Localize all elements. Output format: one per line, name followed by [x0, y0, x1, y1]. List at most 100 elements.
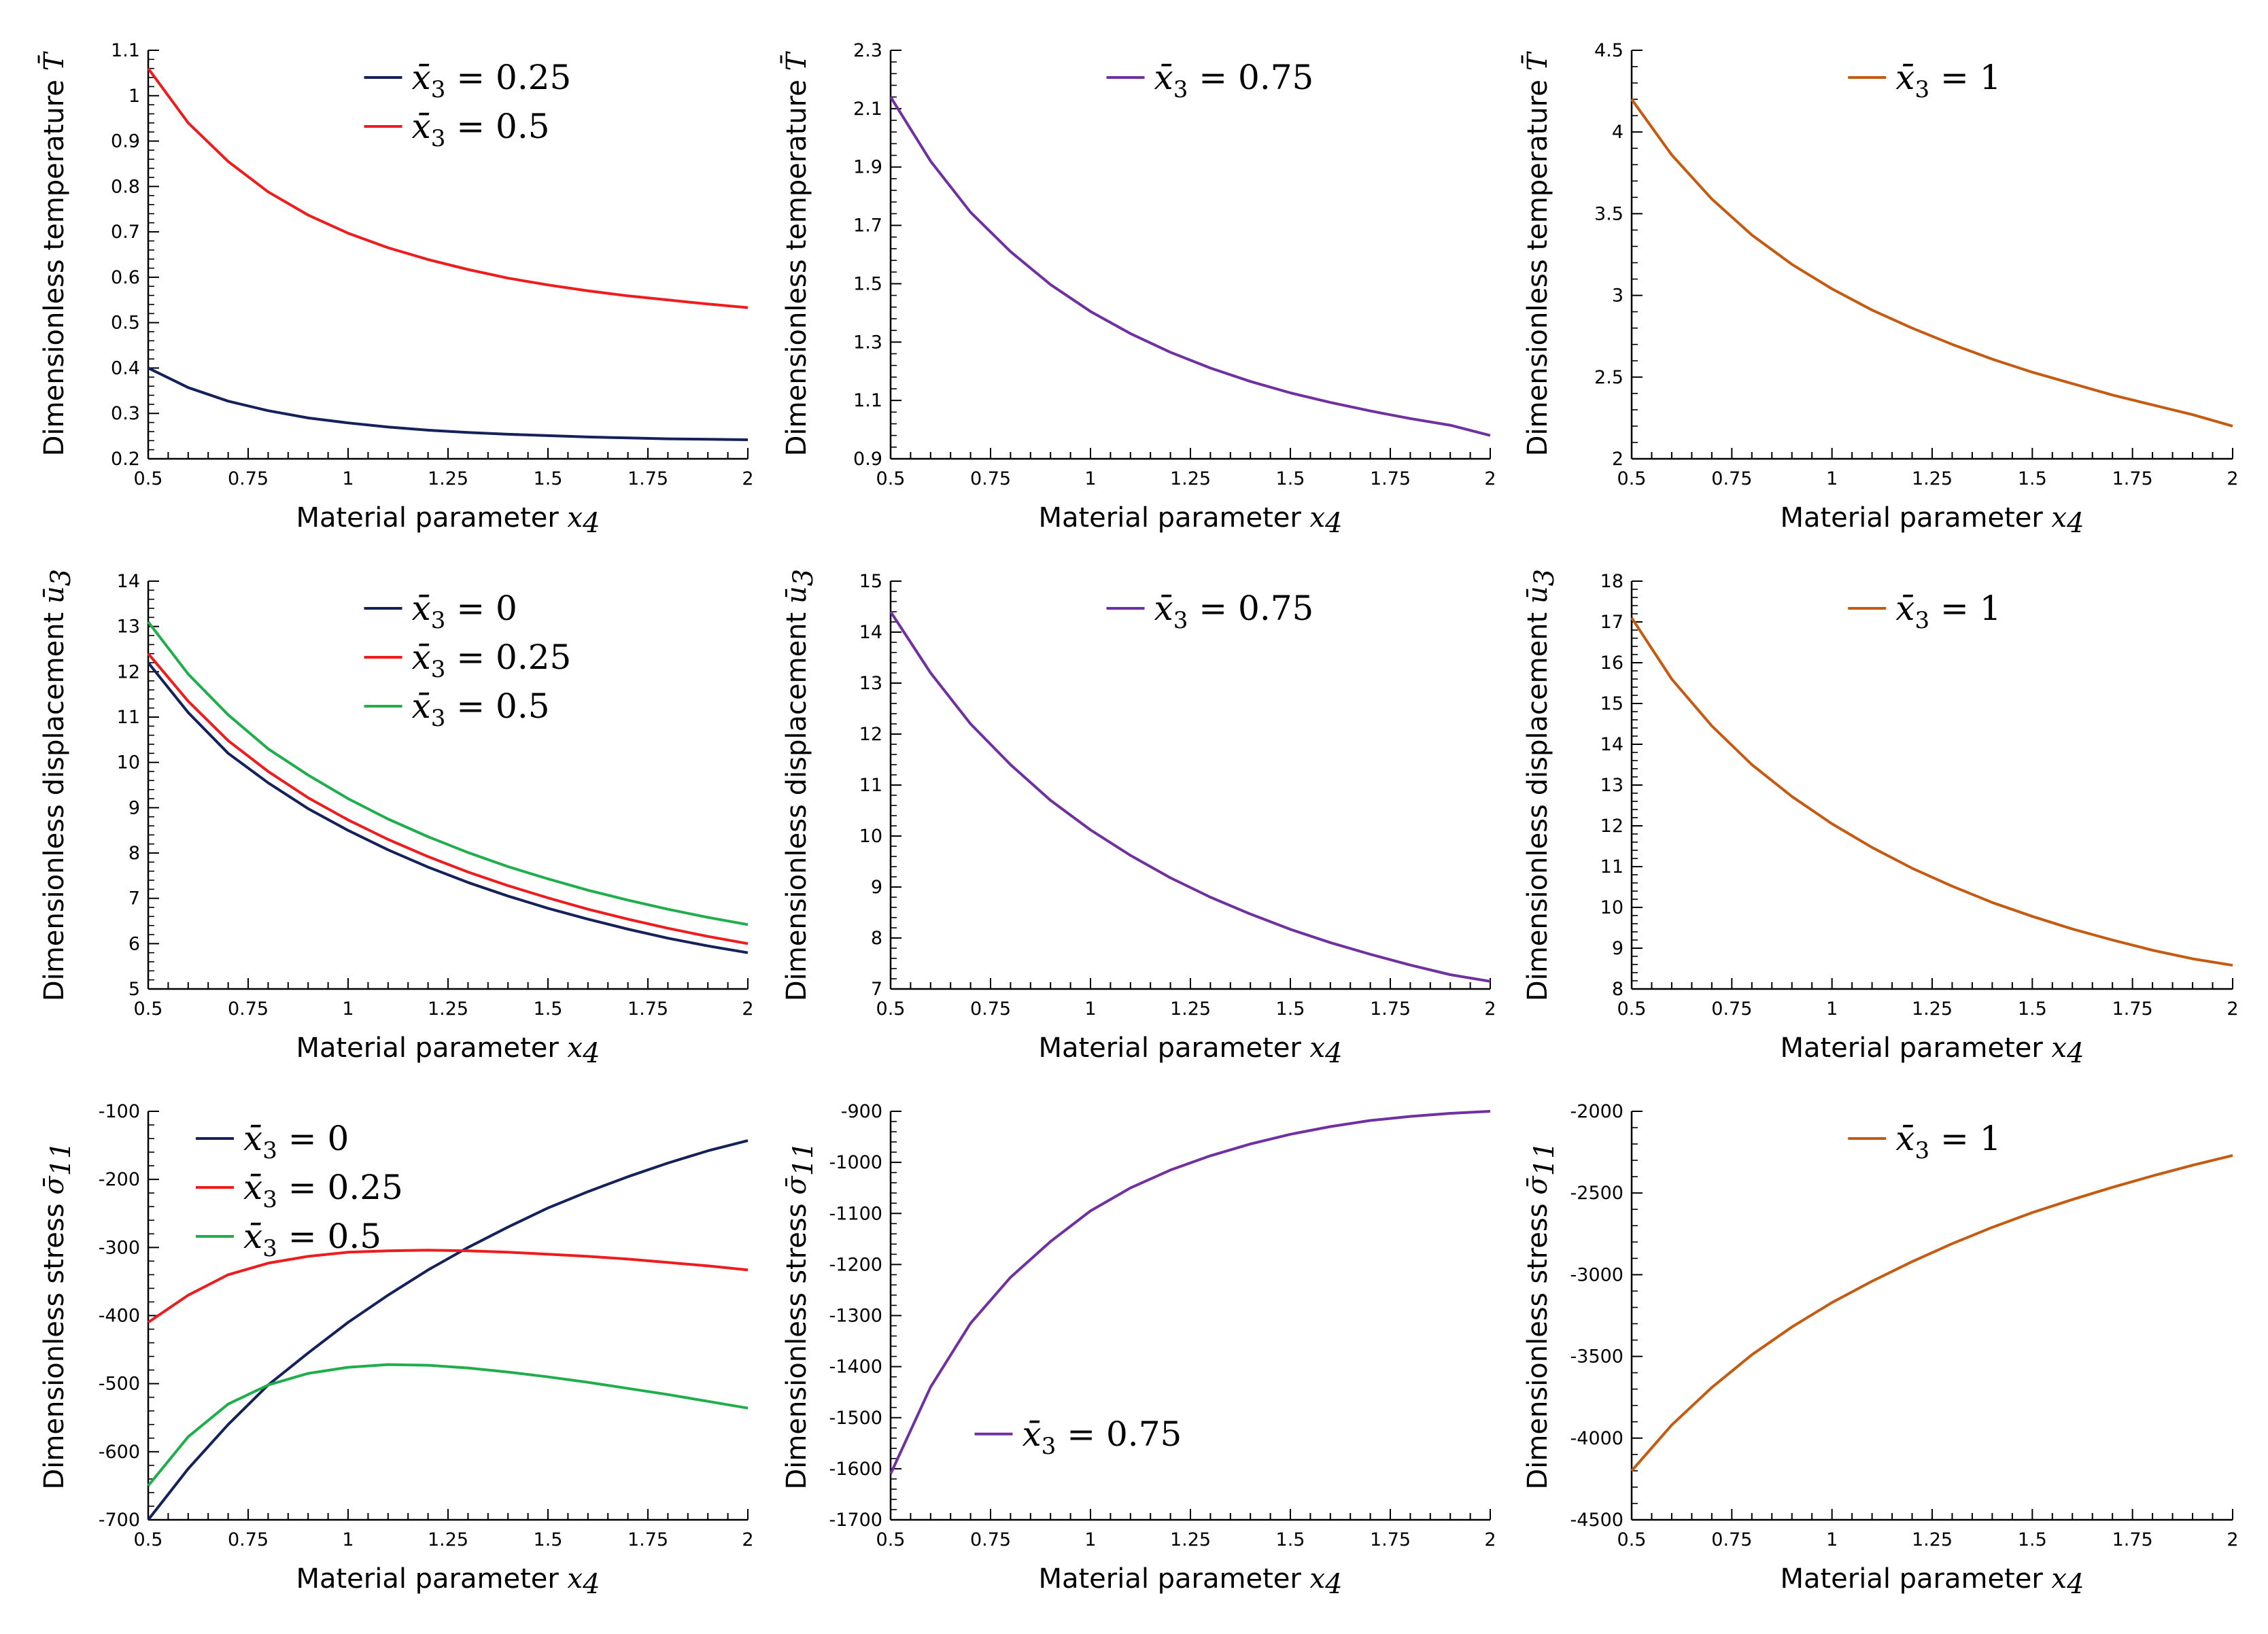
x-tick-label: 1.75	[628, 998, 668, 1020]
x-tick-label: 1.5	[534, 998, 563, 1020]
y-tick-label: 4	[1612, 122, 1623, 143]
y-tick-label: 1.9	[853, 157, 882, 178]
y-tick-label: 1.5	[853, 273, 882, 294]
legend-label: x̄3 = 0.25	[243, 1168, 403, 1213]
x-tick-label: 1.25	[428, 1529, 468, 1550]
y-tick-label: 6	[128, 933, 140, 954]
x-tick-label: 2	[1484, 1529, 1496, 1550]
series-line	[1630, 1153, 2233, 1472]
y-tick-label: 7	[871, 979, 882, 1000]
y-axis-title: Dimensionless stress σ̄11	[781, 1141, 819, 1489]
y-tick-label: -3000	[1570, 1264, 1623, 1285]
legend-label: x̄3 = 0.25	[412, 638, 572, 683]
x-tick-label: 0.5	[876, 468, 906, 489]
y-tick-label: 13	[117, 616, 140, 638]
x-tick-label: 0.5	[876, 1529, 906, 1550]
y-tick-label: -3500	[1570, 1346, 1623, 1368]
y-tick-label: -1000	[829, 1152, 882, 1173]
x-axis-title: Material parameter x4	[1780, 1032, 2084, 1069]
y-tick-label: 11	[117, 707, 140, 728]
y-tick-label: 11	[859, 775, 882, 796]
x-tick-label: 1.25	[1170, 468, 1211, 489]
y-tick-label: -4000	[1570, 1428, 1623, 1449]
y-tick-label: -2500	[1570, 1183, 1623, 1204]
x-tick-label: 2	[742, 998, 753, 1020]
series-line	[147, 1139, 749, 1521]
x-axis-title: Material parameter x4	[1038, 502, 1342, 539]
series-line	[1630, 616, 2233, 967]
y-tick-label: 14	[859, 622, 882, 643]
x-tick-label: 2	[1484, 468, 1496, 489]
x-tick-label: 0.75	[228, 468, 269, 489]
y-tick-label: 5	[128, 979, 140, 1000]
y-tick-label: 1.1	[111, 40, 140, 61]
x-axis-title: Material parameter x4	[1038, 1032, 1342, 1069]
x-tick-label: 1.75	[1370, 1529, 1411, 1550]
y-axis-title: Dimensionless displacement ū3	[39, 569, 77, 1001]
x-tick-label: 1.5	[534, 468, 563, 489]
x-axis-title: Material parameter x4	[1780, 1563, 2084, 1600]
chart-panel-4: 0.5 0.75 1 1.25 1.5 1.75 2 5 6 7 8 9 10 11 12 13 14 Mater…	[39, 569, 754, 1069]
legend-label: x̄3 = 1	[1895, 589, 2001, 634]
y-tick-label: 8	[871, 928, 882, 949]
y-tick-label: 0.9	[111, 131, 140, 152]
legend-label: x̄3 = 0.75	[1154, 58, 1314, 103]
x-tick-label: 1.25	[1912, 468, 1953, 489]
y-tick-label: 8	[1612, 979, 1623, 1000]
y-tick-label: -1200	[829, 1254, 882, 1275]
y-tick-label: 0.5	[111, 313, 140, 334]
legend-label: x̄3 = 0.5	[412, 107, 550, 152]
x-axis-title: Material parameter x4	[296, 1563, 600, 1600]
legend-label: x̄3 = 0	[412, 589, 517, 634]
legend-label: x̄3 = 0.75	[1154, 589, 1314, 634]
legend-label: x̄3 = 0.5	[412, 686, 550, 732]
y-tick-label: -200	[99, 1169, 140, 1190]
series-line	[147, 1249, 749, 1324]
legend-label: x̄3 = 0.25	[412, 58, 572, 103]
x-tick-label: 1.5	[1276, 468, 1305, 489]
x-tick-label: 1	[1084, 998, 1096, 1020]
x-tick-label: 0.75	[1711, 998, 1752, 1020]
y-axis-title: Dimensionless stress σ̄11	[39, 1141, 77, 1489]
x-axis-title: Material parameter x4	[296, 1032, 600, 1069]
y-tick-label: -1300	[829, 1306, 882, 1327]
x-tick-label: 0.75	[1711, 468, 1752, 489]
series-line	[889, 1110, 1491, 1475]
x-tick-label: 1.25	[428, 998, 468, 1020]
series-line	[147, 621, 749, 926]
x-tick-label: 2	[2227, 1529, 2238, 1550]
x-tick-label: 1.75	[2112, 1529, 2153, 1550]
x-tick-label: 1.75	[1370, 998, 1411, 1020]
x-tick-label: 0.5	[1617, 468, 1647, 489]
y-tick-label: 13	[859, 673, 882, 694]
x-tick-label: 0.75	[970, 1529, 1011, 1550]
y-tick-label: 11	[1600, 856, 1623, 877]
x-tick-label: 0.75	[970, 998, 1011, 1020]
legend-label: x̄3 = 1	[1895, 58, 2001, 103]
x-tick-label: 1.25	[1912, 998, 1953, 1020]
x-tick-label: 1	[1826, 998, 1838, 1020]
y-tick-label: 2	[1612, 449, 1623, 470]
x-tick-label: 1.5	[534, 1529, 563, 1550]
y-tick-label: -700	[99, 1510, 140, 1531]
y-tick-label: 0.9	[853, 449, 882, 470]
y-tick-label: 16	[1600, 653, 1623, 674]
legend-label: x̄3 = 0.5	[243, 1217, 381, 1262]
legend-label: x̄3 = 0.75	[1022, 1414, 1182, 1460]
x-tick-label: 2	[2227, 468, 2238, 489]
y-tick-label: 0.4	[111, 358, 140, 379]
x-tick-label: 1	[1084, 1529, 1096, 1550]
x-tick-label: 0.5	[1617, 998, 1647, 1020]
y-tick-label: -100	[99, 1101, 140, 1122]
x-tick-label: 0.5	[134, 468, 163, 489]
y-tick-label: 3	[1612, 285, 1623, 307]
y-tick-label: 1.7	[853, 215, 882, 237]
x-tick-label: 0.5	[876, 998, 906, 1020]
y-tick-label: 17	[1600, 612, 1623, 633]
x-tick-label: 1	[342, 468, 354, 489]
x-tick-label: 1	[342, 998, 354, 1020]
y-tick-label: -900	[841, 1101, 882, 1122]
y-axis-title: Dimensionless temperature T̄	[38, 50, 70, 456]
chart-panel-8: 0.5 0.75 1 1.25 1.5 1.75 2 -1700 -1600 -1500 -1400…	[781, 1101, 1496, 1600]
x-tick-label: 1	[1826, 468, 1838, 489]
